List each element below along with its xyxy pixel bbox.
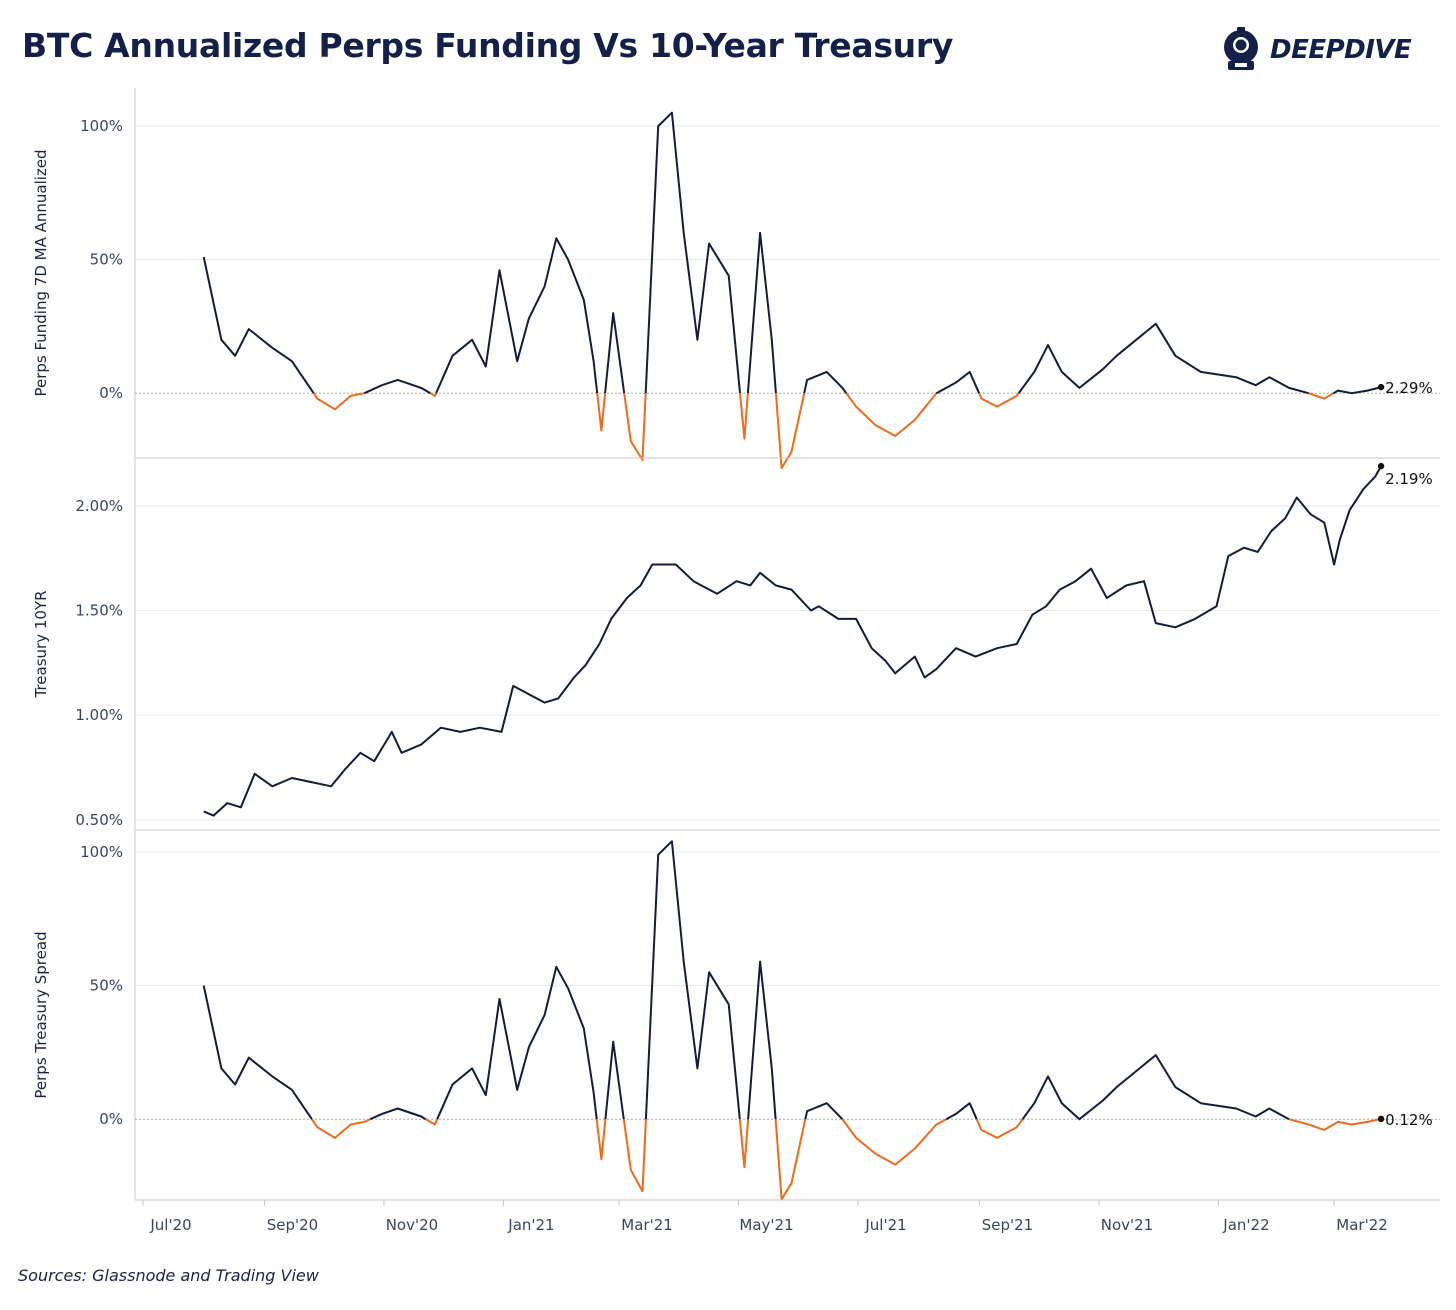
series-line-negative xyxy=(1308,392,1334,400)
series-line-negative xyxy=(1288,1118,1380,1131)
x-tick-label: Jul'21 xyxy=(864,1216,906,1234)
series-line xyxy=(644,840,741,1120)
panel-3: 100% 50% 0% Perps Treasury Spread 0.12% xyxy=(32,829,1440,1201)
diving-helmet-icon xyxy=(1224,27,1258,70)
y-tick-label: 2.00% xyxy=(75,497,123,515)
y-tick-label: 0% xyxy=(99,384,123,402)
series-line xyxy=(644,111,741,394)
y-tick-label: 100% xyxy=(80,843,123,861)
y-tick-label: 50% xyxy=(90,251,123,269)
series-line xyxy=(202,985,313,1120)
series-line xyxy=(435,237,599,394)
series-line xyxy=(436,965,598,1120)
end-point xyxy=(1377,1115,1385,1123)
series-line xyxy=(803,370,848,394)
logo-text: DEEPDIVE xyxy=(1270,35,1412,65)
series-line xyxy=(746,231,777,394)
series-line-negative xyxy=(623,393,647,461)
x-tick-label: May'21 xyxy=(739,1216,793,1234)
x-tick-label: Nov'21 xyxy=(1101,1216,1154,1234)
y-tick-label: 1.50% xyxy=(75,602,123,620)
y-tick-label: 1.00% xyxy=(75,706,123,724)
series-line xyxy=(604,1040,625,1120)
series-line xyxy=(945,1102,978,1121)
y-axis-label: Perps Treasury Spread xyxy=(32,931,50,1098)
panel-1: 100% 50% 0% Perps Funding 7D MA Annualized 2… xyxy=(32,111,1440,469)
series-line-negative xyxy=(312,392,365,411)
end-value-label: 0.12% xyxy=(1385,1111,1433,1129)
series-line-negative xyxy=(429,392,438,397)
x-tick-label: Nov'20 xyxy=(386,1216,439,1234)
series-line-negative xyxy=(622,1119,647,1193)
chart-title: BTC Annualized Perps Funding Vs 10-Year … xyxy=(22,26,954,65)
series-line-negative xyxy=(845,392,938,437)
deepdive-logo: DEEPDIVE xyxy=(1220,26,1412,74)
end-point xyxy=(1377,462,1385,470)
x-tick-label: Jan'21 xyxy=(507,1216,554,1234)
series-line-negative xyxy=(311,1118,371,1139)
source-note: Sources: Glassnode and Trading View xyxy=(18,1266,319,1285)
series-line-negative xyxy=(739,393,749,440)
series-line xyxy=(363,378,431,395)
end-value-label: 2.29% xyxy=(1385,379,1433,397)
x-tick-label: Jul'20 xyxy=(149,1216,191,1234)
series-line-negative xyxy=(774,1118,807,1201)
series-line xyxy=(203,465,1382,817)
y-tick-label: 50% xyxy=(90,977,123,995)
series-line xyxy=(202,256,315,394)
end-value-label: 2.19% xyxy=(1385,470,1433,488)
series-line-negative xyxy=(596,393,607,432)
y-tick-label: 100% xyxy=(80,117,123,135)
y-axis-label: Perps Funding 7D MA Annualized xyxy=(32,149,50,396)
series-line-negative xyxy=(425,1118,439,1126)
series-line xyxy=(935,370,981,395)
series-line-negative xyxy=(978,392,1020,408)
series-line xyxy=(1332,386,1382,395)
x-tick-label: Jan'22 xyxy=(1222,1216,1269,1234)
series-line xyxy=(1017,322,1309,395)
series-line xyxy=(369,1107,427,1121)
panel-2: 2.00% 1.50% 1.00% 0.50% Treasury 10YR 2.19% xyxy=(32,457,1440,829)
x-tick-label: Sep'21 xyxy=(982,1216,1033,1234)
y-axis-label: Treasury 10YR xyxy=(32,590,50,698)
series-line-negative xyxy=(595,1119,607,1161)
series-line xyxy=(1021,1054,1290,1121)
x-tick-label: Sep'20 xyxy=(267,1216,318,1234)
y-tick-label: 0.50% xyxy=(75,811,123,829)
x-tick-label: Mar'22 xyxy=(1336,1216,1388,1234)
y-tick-label: 0% xyxy=(99,1110,123,1128)
series-line xyxy=(604,312,626,394)
series-line xyxy=(747,960,777,1120)
end-point xyxy=(1377,383,1385,391)
series-line-negative xyxy=(738,1119,750,1169)
series-line-negative xyxy=(841,1118,947,1166)
series-line-negative xyxy=(774,392,806,469)
series-line-negative xyxy=(975,1118,1024,1139)
series-line xyxy=(804,1102,844,1120)
x-tick-label: Mar'21 xyxy=(621,1216,673,1234)
